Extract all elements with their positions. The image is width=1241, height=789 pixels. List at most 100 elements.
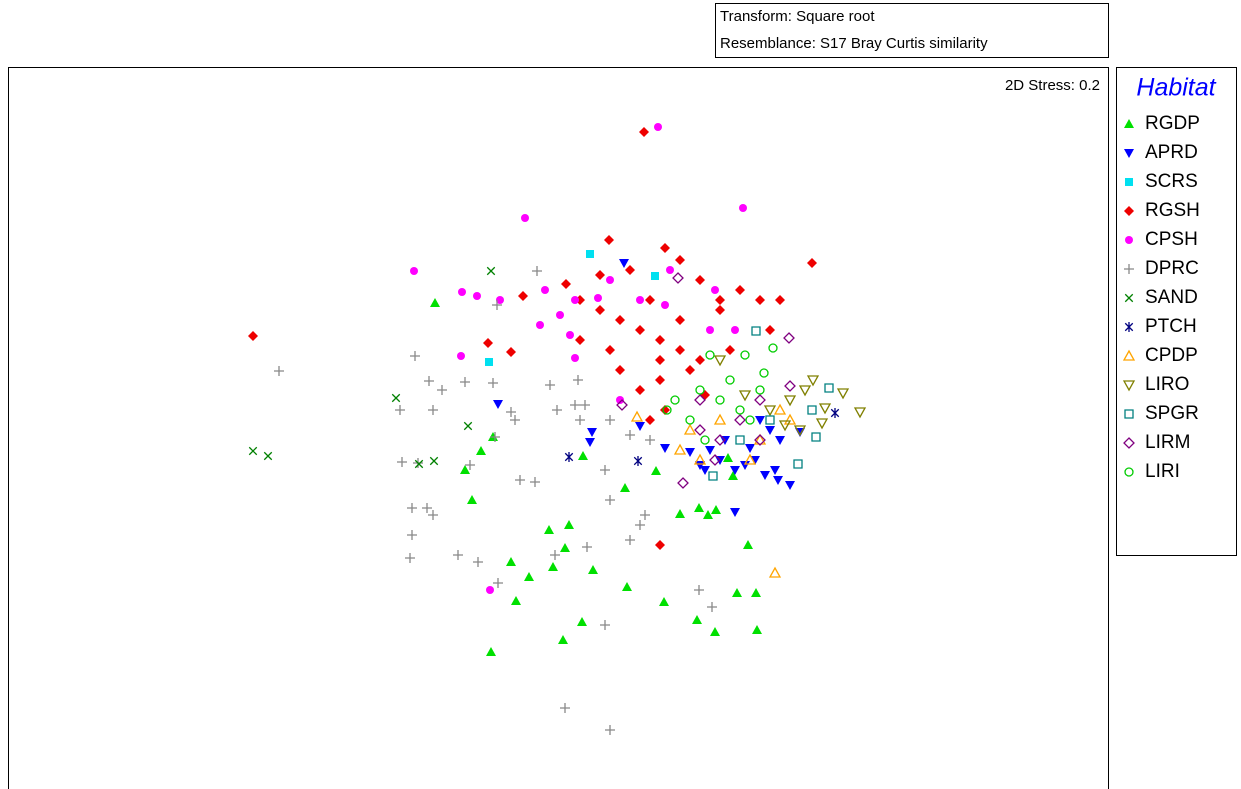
point — [395, 405, 405, 415]
point — [407, 530, 417, 540]
legend-marker — [1124, 119, 1134, 128]
point — [635, 422, 645, 431]
legend-label: LIRM — [1145, 432, 1190, 453]
point — [391, 393, 401, 403]
point — [605, 415, 615, 425]
point — [654, 123, 662, 131]
point — [605, 725, 615, 735]
legend-marker — [1124, 322, 1134, 332]
legend-label: DPRC — [1145, 258, 1199, 279]
point — [622, 582, 632, 591]
legend-title: Habitat — [1136, 74, 1216, 102]
point — [486, 266, 496, 276]
point — [511, 596, 521, 605]
point — [775, 436, 785, 445]
point — [606, 276, 614, 284]
header-line: Transform: Square root — [720, 8, 875, 25]
point — [548, 562, 558, 571]
point — [422, 503, 432, 513]
point — [248, 331, 258, 341]
point — [430, 298, 440, 307]
point — [488, 378, 498, 388]
point — [600, 465, 610, 475]
legend-marker — [1122, 349, 1136, 361]
point — [458, 288, 466, 296]
point — [414, 459, 424, 469]
point — [773, 476, 783, 485]
point — [713, 413, 727, 425]
point — [708, 471, 718, 481]
point — [725, 345, 735, 355]
point — [410, 267, 418, 275]
point — [824, 383, 834, 393]
point — [463, 421, 473, 431]
point — [625, 430, 635, 440]
point — [763, 405, 777, 417]
point — [616, 399, 628, 411]
point — [645, 295, 655, 305]
point — [476, 446, 486, 455]
point — [666, 266, 674, 274]
point — [605, 345, 615, 355]
point — [506, 407, 516, 417]
point — [784, 380, 796, 392]
point — [582, 542, 592, 552]
point — [675, 345, 685, 355]
point — [615, 365, 625, 375]
point — [775, 295, 785, 305]
point — [410, 351, 420, 361]
point — [675, 509, 685, 518]
point — [685, 448, 695, 457]
point — [635, 325, 645, 335]
legend-label: CPDP — [1145, 345, 1198, 366]
point — [248, 446, 258, 456]
point — [700, 435, 710, 445]
point — [694, 503, 704, 512]
point — [263, 451, 273, 461]
point — [397, 457, 407, 467]
point — [655, 540, 665, 550]
point — [429, 456, 439, 466]
point — [550, 550, 560, 560]
point — [768, 566, 782, 578]
point — [730, 466, 740, 475]
point — [560, 703, 570, 713]
point — [518, 291, 528, 301]
point — [633, 456, 643, 466]
point — [588, 565, 598, 574]
point — [483, 338, 493, 348]
point — [715, 305, 725, 315]
point — [700, 390, 710, 400]
point — [783, 332, 795, 344]
point — [778, 420, 792, 432]
point — [706, 326, 714, 334]
point — [705, 446, 715, 455]
point — [573, 375, 583, 385]
point — [486, 586, 494, 594]
point — [619, 259, 629, 268]
point — [541, 286, 549, 294]
point — [715, 395, 725, 405]
legend-marker — [1124, 467, 1134, 477]
point — [703, 510, 713, 519]
point — [453, 550, 463, 560]
point — [496, 296, 504, 304]
point — [785, 481, 795, 490]
point — [713, 355, 727, 367]
point — [585, 438, 595, 447]
point — [723, 453, 733, 462]
point — [765, 415, 775, 425]
point — [620, 483, 630, 492]
plot-frame — [8, 67, 1109, 789]
point — [636, 296, 644, 304]
point — [755, 295, 765, 305]
point — [493, 578, 503, 588]
point — [675, 255, 685, 265]
point — [728, 471, 738, 480]
point — [460, 377, 470, 387]
point — [655, 375, 665, 385]
point — [556, 311, 564, 319]
point — [587, 428, 597, 437]
point — [552, 405, 562, 415]
